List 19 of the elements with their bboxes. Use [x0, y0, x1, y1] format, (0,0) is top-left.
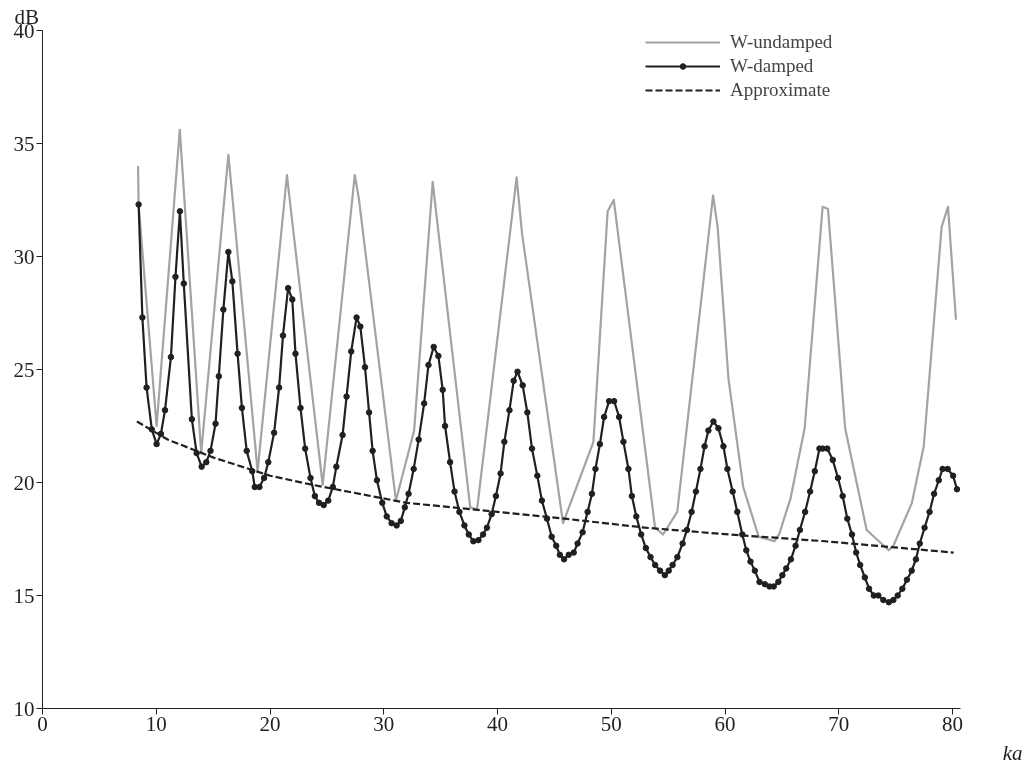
- line-series: [136, 128, 958, 552]
- x-tick-label: 20: [259, 711, 281, 736]
- x-tick-label: 30: [373, 711, 395, 736]
- x-tick-label: 80: [942, 711, 964, 736]
- x-tick-label: 40: [487, 711, 509, 736]
- x-tick-label: 60: [714, 711, 736, 736]
- x-tick-label: 10: [145, 711, 167, 736]
- legend-label: W-undamped: [730, 30, 834, 54]
- x-tick-label: 50: [600, 711, 622, 736]
- y-tick-label: 25: [13, 357, 35, 382]
- y-tick-label: 20: [13, 470, 35, 495]
- x-tick-label: 70: [828, 711, 850, 736]
- x-tick-label: 0: [37, 711, 48, 736]
- y-tick-label: 15: [13, 583, 35, 608]
- legend-label: Approximate: [730, 78, 832, 102]
- y-tick-label: 30: [13, 244, 35, 269]
- legend-label: W-damped: [730, 54, 815, 78]
- x-axis-title: ka: [1002, 740, 1023, 765]
- y-tick-label: 35: [13, 131, 35, 156]
